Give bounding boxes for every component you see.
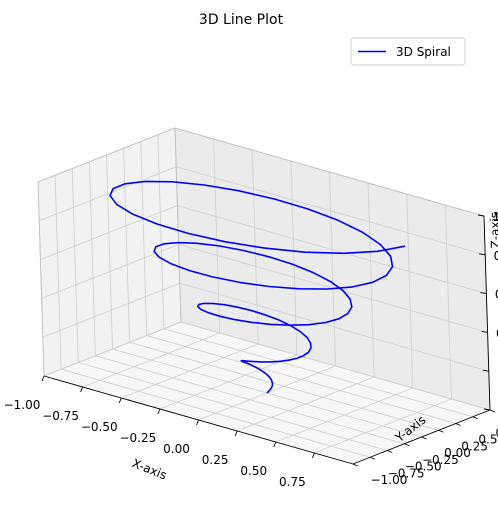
x-grid-line (329, 171, 336, 367)
x-tick-label: −0.50 (81, 420, 118, 434)
z-grid-line (40, 205, 178, 260)
x-grid-line (444, 204, 452, 400)
pane-edge (174, 127, 182, 323)
pane-edge (37, 127, 176, 183)
z-tick (483, 408, 491, 411)
z-tick (480, 292, 487, 295)
y-grid-line (106, 154, 113, 350)
y-tick (438, 429, 444, 433)
x-tick-label: 0.50 (240, 464, 267, 478)
y-tick-label: 0.00 (444, 446, 471, 460)
z-tick (477, 214, 485, 217)
x-tick (311, 452, 315, 459)
z-tick (481, 330, 488, 333)
y-grid-line (61, 368, 371, 458)
y-tick (455, 423, 461, 426)
x-tick (196, 419, 199, 426)
legend: 3D Spiral (350, 37, 466, 66)
z-grid-line (177, 205, 487, 294)
axis-lines (37, 127, 491, 465)
z-grid-line (43, 321, 182, 377)
y-tick-label: 0.50 (478, 433, 498, 447)
y-grid-line (140, 141, 148, 336)
x-tick (273, 441, 277, 448)
z-grid-line (176, 166, 486, 256)
y-tick (404, 443, 410, 447)
y-tick (421, 436, 427, 440)
legend-frame (350, 37, 466, 66)
y-tick (387, 450, 393, 453)
y-tick-label: −0.50 (405, 460, 442, 474)
y-tick (472, 416, 479, 420)
y-tick-label: −0.75 (388, 466, 425, 480)
y-grid-line (123, 148, 131, 343)
pane-edge (37, 181, 45, 377)
x-tick-label: −1.00 (4, 398, 41, 412)
y-grid-line (129, 341, 439, 431)
x-tick-label: 0.00 (163, 442, 190, 456)
z-grid-line (179, 282, 489, 372)
y-tick-label: −1.00 (371, 473, 408, 487)
y-grid-line (54, 175, 62, 370)
y-tick-label: −0.25 (422, 453, 459, 467)
z-tick-label: 0.6 (495, 288, 498, 302)
x-grid-line (367, 182, 375, 378)
x-tick (234, 430, 238, 437)
x-grid-line (290, 160, 298, 356)
legend-label: 3D Spiral (396, 45, 451, 59)
x-tick (157, 408, 161, 415)
y-grid-line (95, 355, 405, 445)
x-tick-label: −0.75 (42, 409, 79, 423)
z-grid-line (180, 321, 491, 411)
tick-labels: −1.00−0.75−0.50−0.250.000.250.500.75 −1.0… (4, 210, 498, 489)
y-grid-line (88, 161, 96, 356)
series-line-0 (109, 180, 406, 394)
z-tick-label: 0.8 (494, 249, 498, 263)
y-grid-line (78, 362, 388, 451)
z-tick-label: 1.0 (492, 210, 498, 224)
series-layer (109, 180, 406, 394)
x-tick (41, 375, 45, 382)
y-grid-line (71, 168, 79, 363)
y-tick-label: 0.25 (461, 439, 488, 453)
y-tick (369, 456, 376, 460)
z-axis-line (483, 215, 491, 411)
y-grid-line (146, 335, 456, 424)
x-tick (80, 386, 84, 393)
y-grid-line (163, 328, 473, 418)
y-tick (489, 409, 496, 413)
y-tick-label: 0.75 (496, 426, 498, 440)
chart-title: 3D Line Plot (199, 12, 284, 28)
z-grid-line (39, 166, 177, 222)
x-grid-line (213, 138, 221, 334)
x-tick-label: 0.25 (202, 453, 229, 467)
z-axis-label: Z-axis (487, 212, 498, 249)
z-grid-line (42, 282, 180, 338)
tick-marks (41, 214, 496, 467)
pane-edge (174, 127, 485, 217)
x-tick-label: 0.75 (279, 475, 306, 489)
x-tick-label: −0.25 (119, 431, 156, 445)
y-tick (352, 463, 359, 467)
z-tick (482, 369, 489, 372)
z-tick (479, 253, 486, 256)
z-tick-label: 0.4 (496, 326, 498, 340)
x-grid-line (406, 193, 414, 389)
x-tick (118, 397, 122, 404)
y-grid-line (157, 134, 165, 329)
x-axis-label: X-axis (130, 456, 169, 482)
